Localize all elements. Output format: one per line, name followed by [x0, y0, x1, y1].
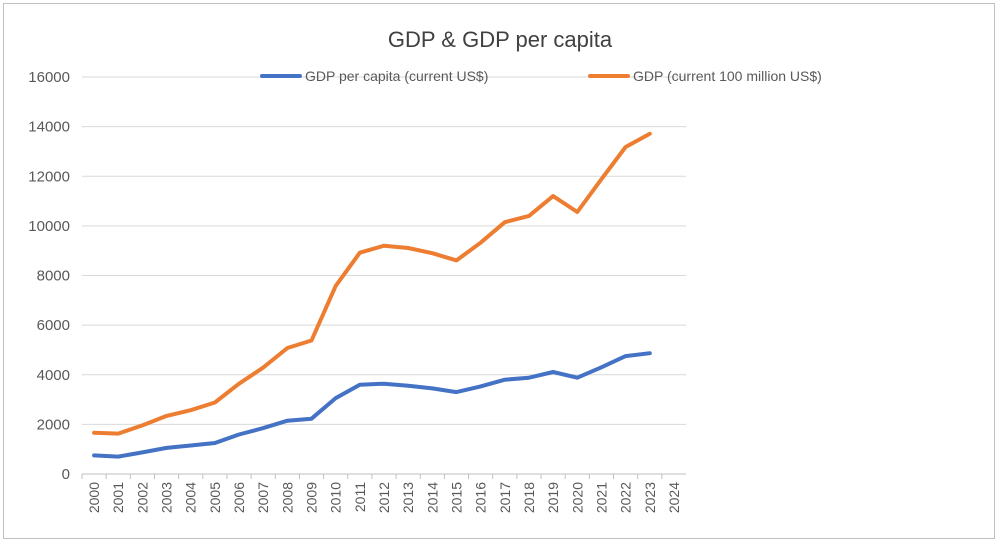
x-tick-label: 2005 — [207, 482, 223, 513]
x-tick-label: 2015 — [448, 482, 464, 513]
series-line-1 — [92, 351, 652, 459]
x-tick-label: 2011 — [352, 482, 368, 512]
x-tick-label: 2008 — [279, 482, 295, 513]
y-tick-label: 12000 — [28, 168, 70, 185]
x-tick-label: 2019 — [545, 482, 561, 513]
x-tick-label: 2006 — [231, 482, 247, 513]
x-tick-label: 2002 — [134, 482, 150, 513]
x-tick-label: 2024 — [666, 482, 682, 513]
x-tick-label: 2023 — [642, 482, 658, 513]
x-tick-label: 2010 — [328, 482, 344, 513]
x-tick-label: 2020 — [569, 482, 585, 513]
chart-frame: GDP & GDP per capita 0 2000 4000 6000 8000 10… — [3, 3, 995, 539]
x-tick-label: 2013 — [400, 482, 416, 513]
x-tick-label: 2000 — [86, 482, 102, 513]
y-tick-label: 10000 — [28, 218, 70, 235]
x-tick-label: 2012 — [376, 482, 392, 513]
y-axis-ticks: 0 2000 4000 6000 8000 10000 12000 14000 16000 — [28, 69, 70, 483]
x-tick-label: 2018 — [521, 482, 537, 513]
y-tick-label: 0 — [62, 466, 70, 483]
y-tick-label: 14000 — [28, 119, 70, 136]
x-tick-label: 2016 — [473, 482, 489, 513]
gridlines — [82, 76, 686, 475]
x-tick-label: 2003 — [159, 482, 175, 513]
x-tick-label: 2009 — [304, 482, 320, 513]
x-tick-label: 2004 — [183, 482, 199, 513]
x-tick-label: 2017 — [497, 482, 513, 513]
chart-title: GDP & GDP per capita — [388, 27, 613, 52]
y-tick-label: 16000 — [28, 69, 70, 86]
x-axis-ticks: 2000 2001 2002 2003 2004 2005 2006 2007 2008 2009… — [81, 474, 682, 513]
y-tick-label: 8000 — [37, 268, 70, 285]
y-tick-label: 4000 — [37, 367, 70, 384]
legend-label: GDP (current 100 million US$) — [633, 68, 822, 84]
x-tick-label: 2014 — [424, 482, 440, 513]
x-tick-label: 2007 — [255, 482, 271, 513]
x-tick-label: 2021 — [593, 482, 609, 513]
legend-label: GDP per capita (current US$) — [305, 68, 488, 84]
line-chart: GDP & GDP per capita 0 2000 4000 6000 8000 10… — [28, 27, 822, 513]
x-tick-label: 2022 — [618, 482, 634, 513]
x-tick-label: 2001 — [110, 482, 126, 513]
series-lines — [92, 131, 652, 459]
legend: GDP per capita (current US$) GDP (current… — [260, 68, 822, 84]
y-tick-label: 6000 — [37, 317, 70, 334]
series-line-2 — [92, 131, 652, 436]
y-tick-label: 2000 — [37, 416, 70, 433]
